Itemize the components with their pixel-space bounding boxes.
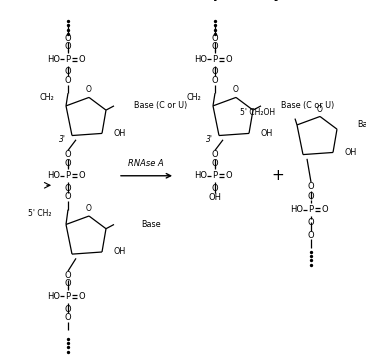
Text: OH: OH [114, 129, 126, 138]
Text: O: O [308, 230, 314, 239]
Text: HO: HO [48, 292, 60, 301]
Text: O: O [226, 171, 232, 180]
Text: O: O [65, 271, 71, 280]
Text: O: O [65, 158, 71, 167]
Text: OH: OH [114, 248, 126, 256]
Text: O: O [212, 158, 218, 167]
Text: P: P [66, 292, 71, 301]
Text: 5' CH₂: 5' CH₂ [29, 210, 52, 219]
Text: HO: HO [48, 171, 60, 180]
Text: +: + [272, 168, 284, 183]
Text: OH: OH [261, 129, 273, 138]
Text: RNAse A: RNAse A [128, 158, 164, 167]
Text: P: P [309, 205, 314, 214]
Text: CH₂: CH₂ [39, 93, 54, 102]
Text: P: P [66, 171, 71, 180]
Text: O: O [65, 150, 71, 159]
Text: O: O [212, 184, 218, 193]
Text: O: O [226, 55, 232, 64]
Text: O: O [65, 305, 71, 314]
Text: OH: OH [209, 194, 221, 202]
Text: O: O [65, 42, 71, 51]
Text: O: O [65, 33, 71, 42]
Text: O: O [212, 33, 218, 42]
Text: P: P [66, 55, 71, 64]
Text: P: P [212, 55, 217, 64]
Text: 3': 3' [59, 135, 66, 144]
Text: CH₂: CH₂ [186, 93, 201, 102]
Text: O: O [322, 205, 328, 214]
Text: O: O [308, 182, 314, 191]
Text: O: O [79, 55, 85, 64]
Text: HO: HO [194, 55, 208, 64]
Text: 5' CH₂OH: 5' CH₂OH [240, 108, 275, 117]
Text: O: O [86, 204, 92, 213]
Text: O: O [233, 85, 239, 94]
Text: OH: OH [345, 148, 357, 157]
Text: O: O [308, 218, 314, 227]
Text: Base (C or U): Base (C or U) [134, 102, 188, 111]
Text: O: O [65, 313, 71, 322]
Text: O: O [65, 76, 71, 85]
Text: O: O [65, 68, 71, 77]
Text: Base: Base [357, 121, 366, 130]
Text: 3': 3' [205, 135, 213, 144]
Text: Ribonuclease A Specificity: Ribonuclease A Specificity [84, 0, 282, 1]
Text: Base: Base [141, 220, 161, 229]
Text: P: P [212, 171, 217, 180]
Text: HO: HO [194, 171, 208, 180]
Text: O: O [86, 85, 92, 94]
Text: O: O [79, 171, 85, 180]
Text: O: O [65, 184, 71, 193]
Text: O: O [308, 193, 314, 202]
Text: HO: HO [48, 55, 60, 64]
Text: O: O [317, 104, 323, 113]
Text: Base (C or U): Base (C or U) [281, 102, 335, 111]
Text: O: O [65, 279, 71, 288]
Text: O: O [212, 68, 218, 77]
Text: HO: HO [291, 205, 303, 214]
Text: O: O [212, 150, 218, 159]
Text: O: O [212, 76, 218, 85]
Text: O: O [79, 292, 85, 301]
Text: O: O [212, 42, 218, 51]
Text: O: O [65, 193, 71, 202]
